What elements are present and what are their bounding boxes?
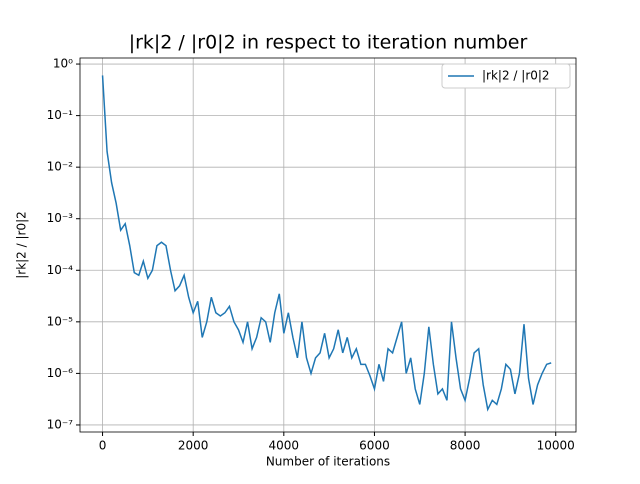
y-tick-label: 10⁻³ — [47, 211, 74, 225]
y-tick-label: 10⁻⁷ — [47, 417, 74, 431]
axes-frame — [79, 57, 577, 433]
chart-title: |rk|2 / |r0|2 in respect to iteration nu… — [129, 32, 528, 54]
y-tick-label: 10⁻¹ — [47, 108, 74, 122]
y-axis-label: |rk|2 / |r0|2 — [15, 211, 29, 279]
y-tick-label: 10⁻⁵ — [47, 314, 74, 328]
line — [101, 75, 552, 412]
x-tick-label: 4000 — [269, 439, 300, 453]
legend-label: |rk|2 / |r0|2 — [482, 69, 550, 83]
legend-box — [441, 63, 571, 89]
y-tick-label: 10⁻² — [47, 160, 74, 174]
x-tick-label: 10000 — [537, 439, 575, 453]
x-axis-label: Number of iterations — [266, 455, 390, 469]
y-tick-label: 10⁻⁶ — [47, 366, 74, 380]
x-tick-label: 8000 — [450, 439, 481, 453]
x-tick-label: 0 — [99, 439, 107, 453]
x-tick-label: 6000 — [359, 439, 390, 453]
y-tick-label: 10⁰ — [53, 57, 73, 71]
x-tick-label: 2000 — [178, 439, 209, 453]
y-tick-label: 10⁻⁴ — [47, 263, 74, 277]
